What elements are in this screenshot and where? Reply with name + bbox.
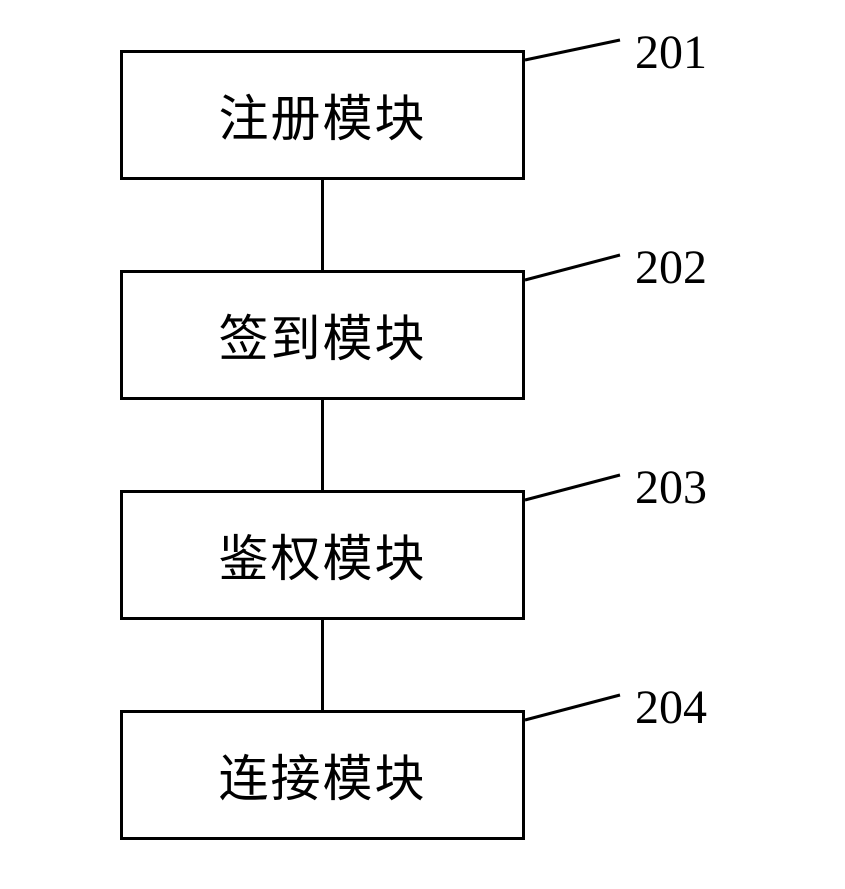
connector-1-2 [321, 180, 324, 270]
leader-line-2 [525, 255, 620, 280]
ref-label-203: 203 [635, 460, 707, 515]
ref-label-204: 204 [635, 680, 707, 735]
node-connect-module: 连接模块 [120, 710, 525, 840]
node-label: 注册模块 [219, 79, 427, 151]
ref-label-201: 201 [635, 25, 707, 80]
node-label: 鉴权模块 [219, 519, 427, 591]
leader-line-3 [525, 475, 620, 500]
leader-line-1 [525, 40, 620, 60]
connector-2-3 [321, 400, 324, 490]
node-register-module: 注册模块 [120, 50, 525, 180]
node-auth-module: 鉴权模块 [120, 490, 525, 620]
node-checkin-module: 签到模块 [120, 270, 525, 400]
flowchart-diagram: 注册模块 签到模块 鉴权模块 连接模块 201 202 203 204 [80, 30, 780, 860]
node-label: 连接模块 [219, 739, 427, 811]
connector-3-4 [321, 620, 324, 710]
node-label: 签到模块 [219, 299, 427, 371]
ref-label-202: 202 [635, 240, 707, 295]
leader-line-4 [525, 695, 620, 720]
